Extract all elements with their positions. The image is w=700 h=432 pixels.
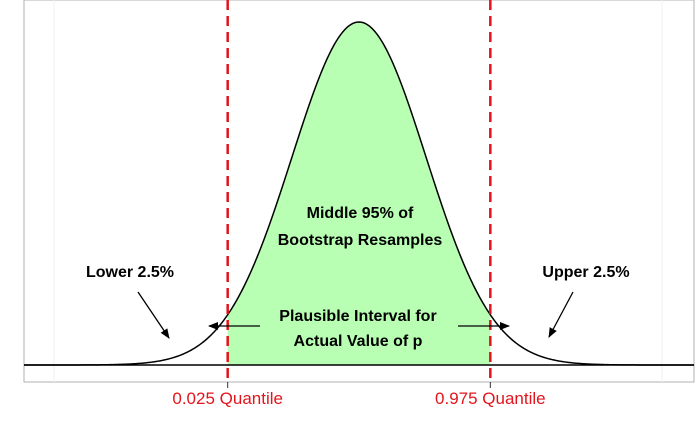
middle-annotation-line1: Middle 95% of <box>307 205 414 222</box>
lower-quantile-label: 0.025 Quantile <box>172 389 283 408</box>
interval-annotation-line2: Actual Value of p <box>294 333 423 350</box>
interval-annotation-line1: Plausible Interval for <box>279 308 436 325</box>
middle-annotation-line2: Bootstrap Resamples <box>278 232 443 249</box>
density-curve <box>24 21 694 366</box>
lower-tail-arrow <box>137 291 170 339</box>
middle-95-shaded-area <box>227 22 491 365</box>
upper-tail-arrow <box>548 291 574 338</box>
lower-tail-label: Lower 2.5% <box>86 264 174 281</box>
upper-tail-label: Upper 2.5% <box>542 264 629 281</box>
upper-quantile-label: 0.975 Quantile <box>435 389 546 408</box>
